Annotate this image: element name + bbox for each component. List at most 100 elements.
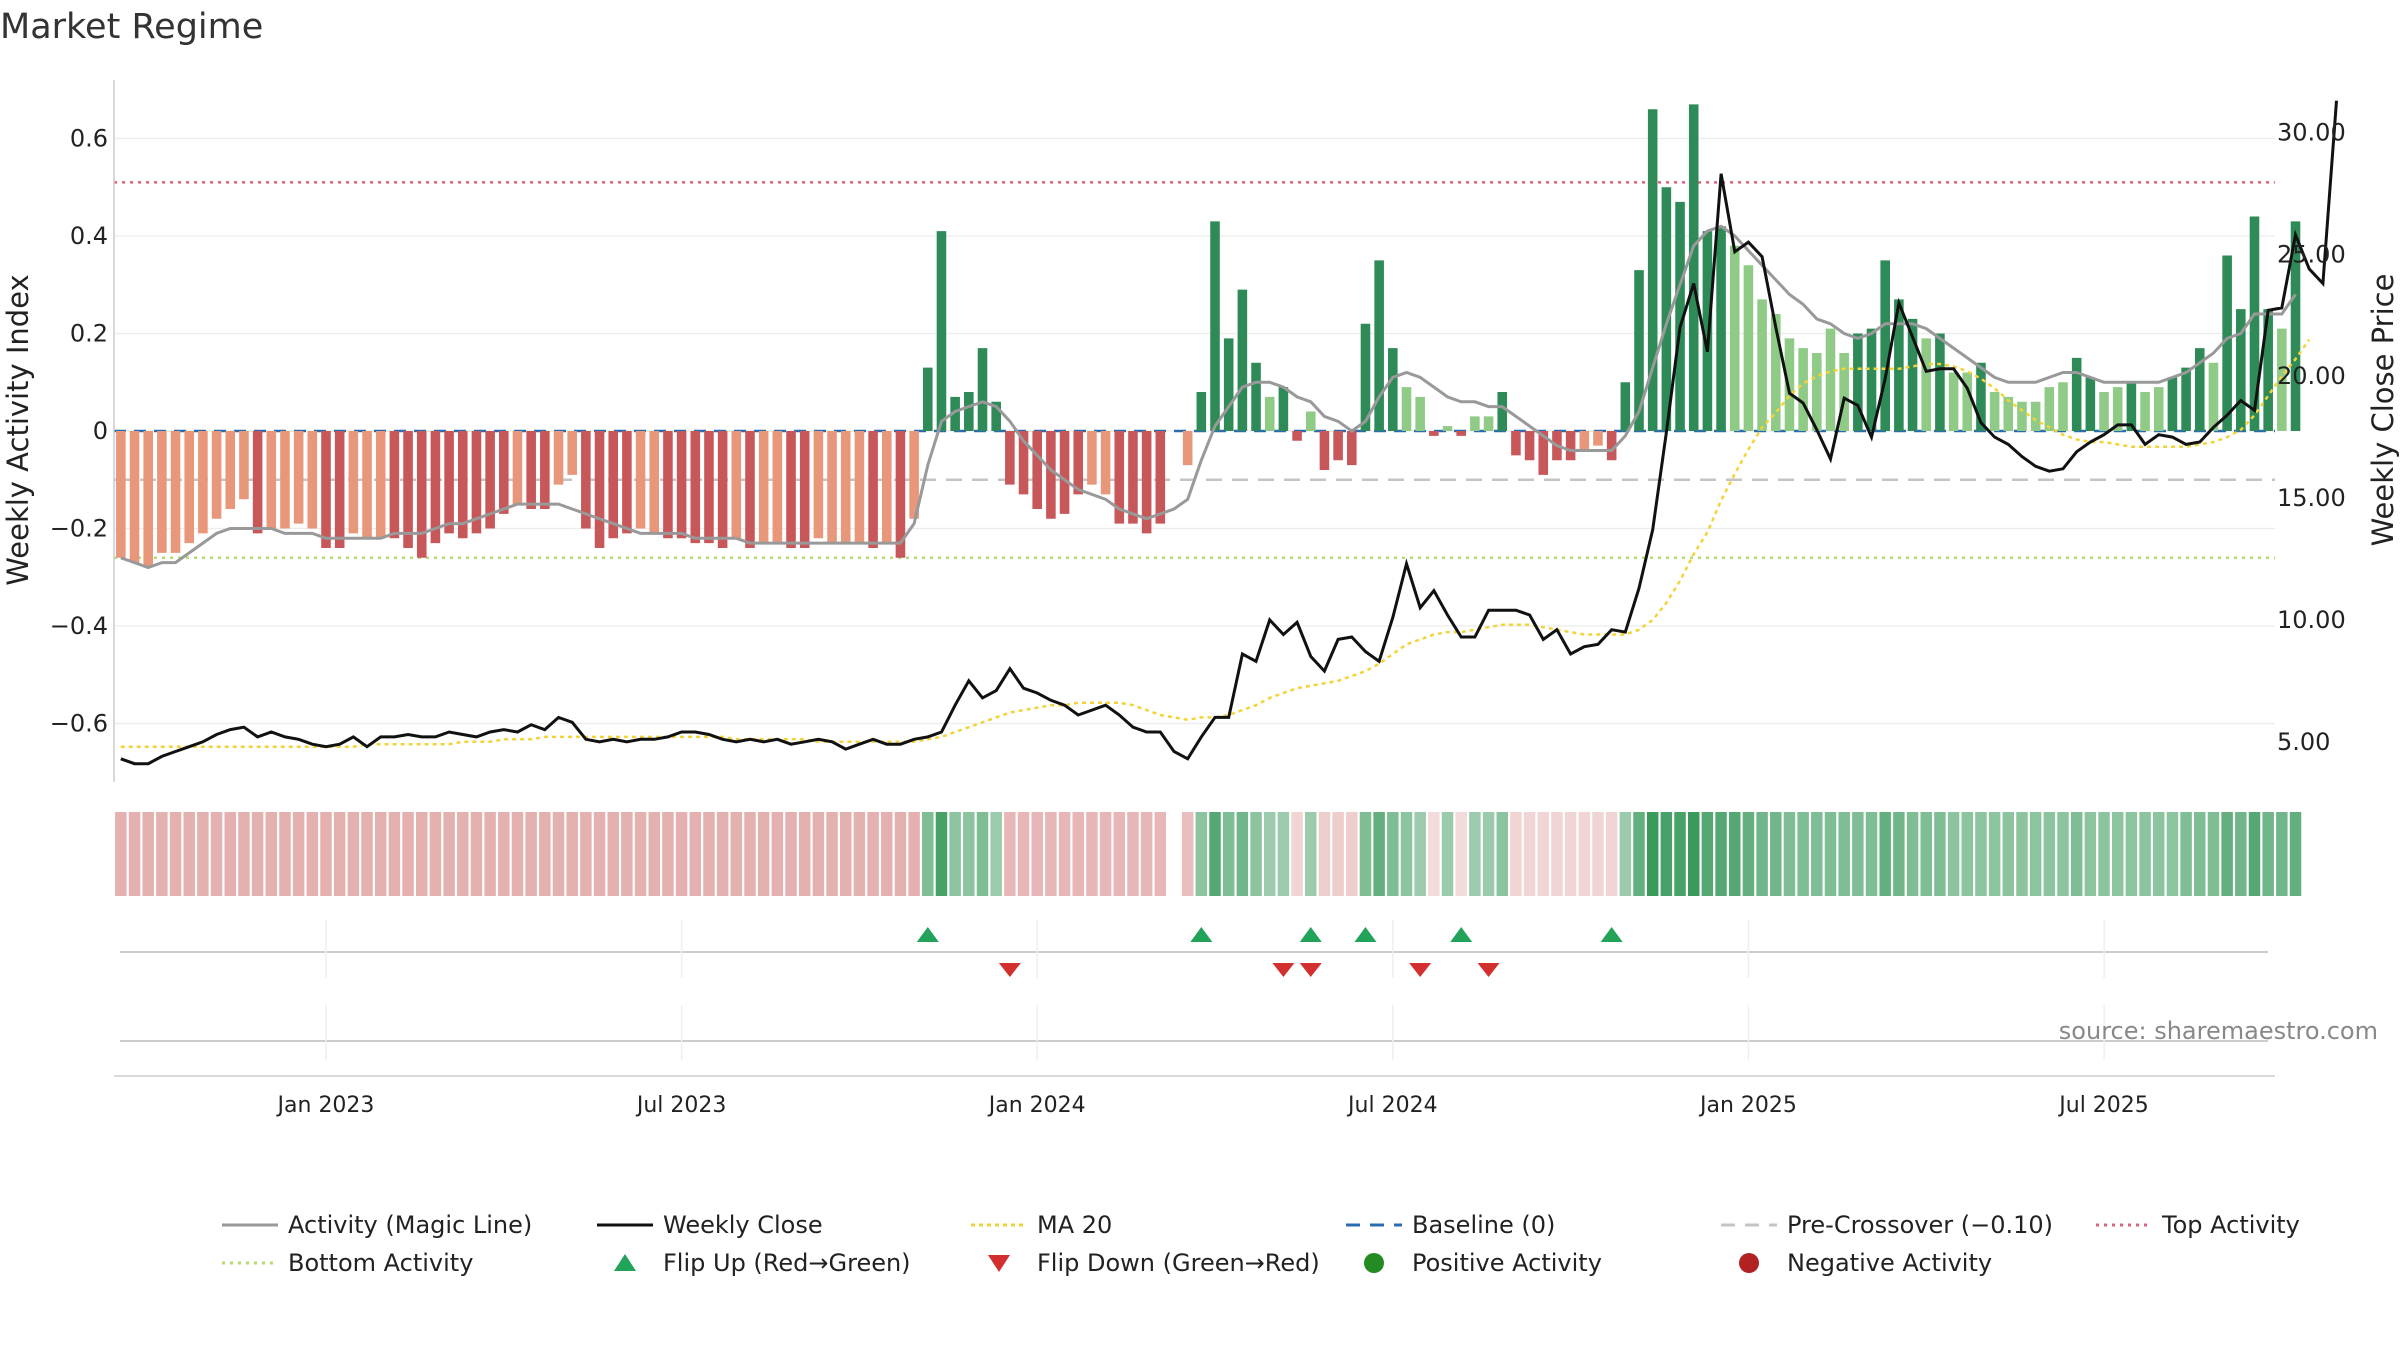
strength-cell (881, 812, 893, 896)
strength-cell (703, 812, 715, 896)
x-tick-label: Jan 2024 (987, 1093, 1086, 1118)
activity-bar (1675, 201, 1685, 431)
legend-label: Pre-Crossover (−0.10) (1787, 1211, 2053, 1239)
activity-bar (1087, 431, 1097, 485)
strength-cell (1250, 812, 1262, 896)
strength-cell (1455, 812, 1467, 896)
strength-cell (1934, 812, 1946, 896)
activity-bar (1702, 231, 1713, 431)
left-tick-label: −0.6 (50, 710, 108, 738)
strength-cell (1906, 812, 1919, 896)
strength-cell (402, 812, 414, 896)
left-tick-label: −0.2 (50, 515, 108, 543)
strength-cell (1783, 812, 1796, 896)
activity-bar (2263, 309, 2273, 431)
x-tick-label: Jul 2024 (1346, 1093, 1438, 1118)
strength-cell (2194, 812, 2206, 896)
magic-line (120, 224, 2297, 570)
left-tick-label: −0.4 (50, 612, 108, 640)
legend-item: MA 20 (971, 1211, 1112, 1239)
activity-bar (2194, 348, 2205, 431)
strength-cell (1482, 812, 1495, 896)
legend-label: Weekly Close (663, 1211, 823, 1239)
strength-cell (744, 812, 756, 896)
activity-bar (608, 431, 619, 539)
strength-cell (648, 812, 660, 896)
strength-cell (1988, 812, 2001, 896)
strength-cell (1756, 812, 1768, 896)
legend-label: Top Activity (2161, 1211, 2300, 1239)
activity-bar (430, 431, 441, 544)
activity-bar (1894, 299, 1904, 431)
strength-cell (1947, 812, 1960, 896)
flip-down-marker (1477, 963, 1500, 977)
activity-bar (1415, 396, 1425, 431)
strength-cell (251, 812, 264, 896)
activity-bar (690, 431, 701, 544)
strength-cell (1031, 812, 1043, 896)
activity-bar (1333, 431, 1343, 461)
strength-cell (1305, 812, 1317, 896)
strength-cell (894, 812, 907, 896)
activity-bar (512, 431, 523, 505)
strength-cell (2002, 812, 2015, 896)
activity-bar (1073, 431, 1084, 495)
strength-cell (2057, 812, 2069, 896)
flip-down-marker (1299, 963, 1322, 977)
activity-bar (827, 431, 837, 544)
strength-cell (142, 812, 154, 896)
activity-bar (293, 431, 304, 524)
activity-bar (1264, 396, 1275, 431)
strength-cell (2207, 812, 2220, 896)
activity-bar (2085, 377, 2096, 431)
activity-bar (1784, 338, 1795, 431)
activity-bar (1155, 431, 1166, 524)
strength-cell (429, 812, 442, 896)
flip-down-marker (1272, 963, 1295, 977)
strength-cell (156, 812, 168, 896)
strength-cell (388, 812, 401, 896)
activity-bar (758, 431, 769, 544)
activity-bar (1059, 431, 1070, 514)
legend-label: Flip Down (Green→Red) (1037, 1249, 1320, 1277)
x-tick-label: Jul 2025 (2057, 1093, 2149, 1118)
activity-bar (1798, 348, 1808, 431)
strength-cell (1277, 812, 1290, 896)
legend-item: Bottom Activity (222, 1249, 473, 1277)
strength-cell (1811, 812, 1823, 896)
activity-bar (225, 431, 236, 509)
strength-cell (1523, 812, 1536, 896)
strength-cell (1099, 812, 1112, 896)
strength-cell (1852, 812, 1864, 896)
lower-panel (114, 1040, 2275, 1077)
activity-bar (1360, 323, 1371, 431)
activity-bar (2140, 392, 2150, 431)
activity-bar (1210, 221, 1220, 431)
legend-label: MA 20 (1037, 1211, 1112, 1239)
activity-bar (1538, 431, 1549, 475)
activity-bar (266, 431, 277, 529)
flip-up-marker (1354, 927, 1377, 942)
activity-bar (649, 431, 660, 534)
strength-cell (1879, 812, 1891, 896)
flip-down-marker (998, 963, 1021, 977)
strength-cell (1975, 812, 1987, 896)
activity-bar (307, 431, 318, 529)
strength-cell (1605, 812, 1618, 896)
strength-cell (1674, 812, 1686, 896)
strength-cell (1113, 812, 1126, 896)
flip-up-marker (1299, 927, 1322, 942)
legend: Activity (Magic Line) Weekly Close MA 20 Ba… (222, 1211, 2300, 1277)
activity-bar (362, 431, 372, 539)
activity-bar (1743, 265, 1754, 431)
activity-bar (1497, 392, 1508, 431)
strength-cell (1346, 812, 1358, 896)
activity-bar (2153, 387, 2164, 431)
strength-cell (1359, 812, 1372, 896)
strength-cell (935, 812, 948, 896)
strength-cell (798, 812, 811, 896)
activity-bar (280, 431, 290, 529)
legend-swatch (1739, 1253, 1759, 1273)
strength-cell (1865, 812, 1878, 896)
strength-cell (457, 812, 469, 896)
